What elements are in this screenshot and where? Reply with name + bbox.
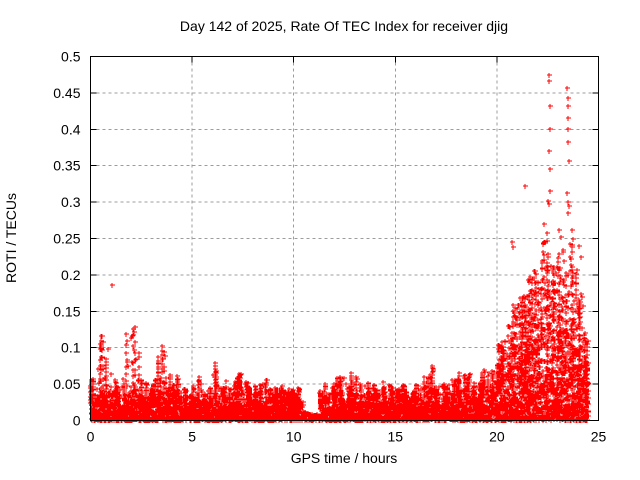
x-tick-label: 5: [188, 429, 196, 445]
x-tick-label: 0: [87, 429, 95, 445]
x-tick-label: 15: [388, 429, 404, 445]
x-axis-label: GPS time / hours: [291, 450, 398, 466]
y-tick-label: 0.05: [53, 376, 80, 392]
y-tick-label: 0.25: [53, 231, 80, 247]
tick-labels: 0 5 10 15 20 25 0 0.05 0.1 0.15 0.2 0.25 0.3 0.35 0.4 0…: [53, 49, 606, 445]
y-tick-label: 0.1: [61, 340, 81, 356]
y-tick-label: 0.15: [53, 303, 80, 319]
y-tick-label: 0.3: [61, 194, 81, 210]
y-tick-label: 0: [73, 413, 81, 429]
y-tick-label: 0.5: [61, 49, 81, 65]
x-tick-label: 25: [591, 429, 607, 445]
scatter-points: [88, 73, 591, 423]
y-tick-label: 0.45: [53, 85, 80, 101]
y-tick-label: 0.35: [53, 158, 80, 174]
y-tick-label: 0.2: [61, 267, 81, 283]
x-tick-label: 20: [489, 429, 505, 445]
chart-title: Day 142 of 2025, Rate Of TEC Index for r…: [180, 18, 508, 34]
x-tick-label: 10: [286, 429, 302, 445]
plot-border: [90, 56, 599, 421]
y-axis-label: ROTI / TECUs: [3, 193, 19, 283]
y-tick-label: 0.4: [61, 121, 81, 137]
